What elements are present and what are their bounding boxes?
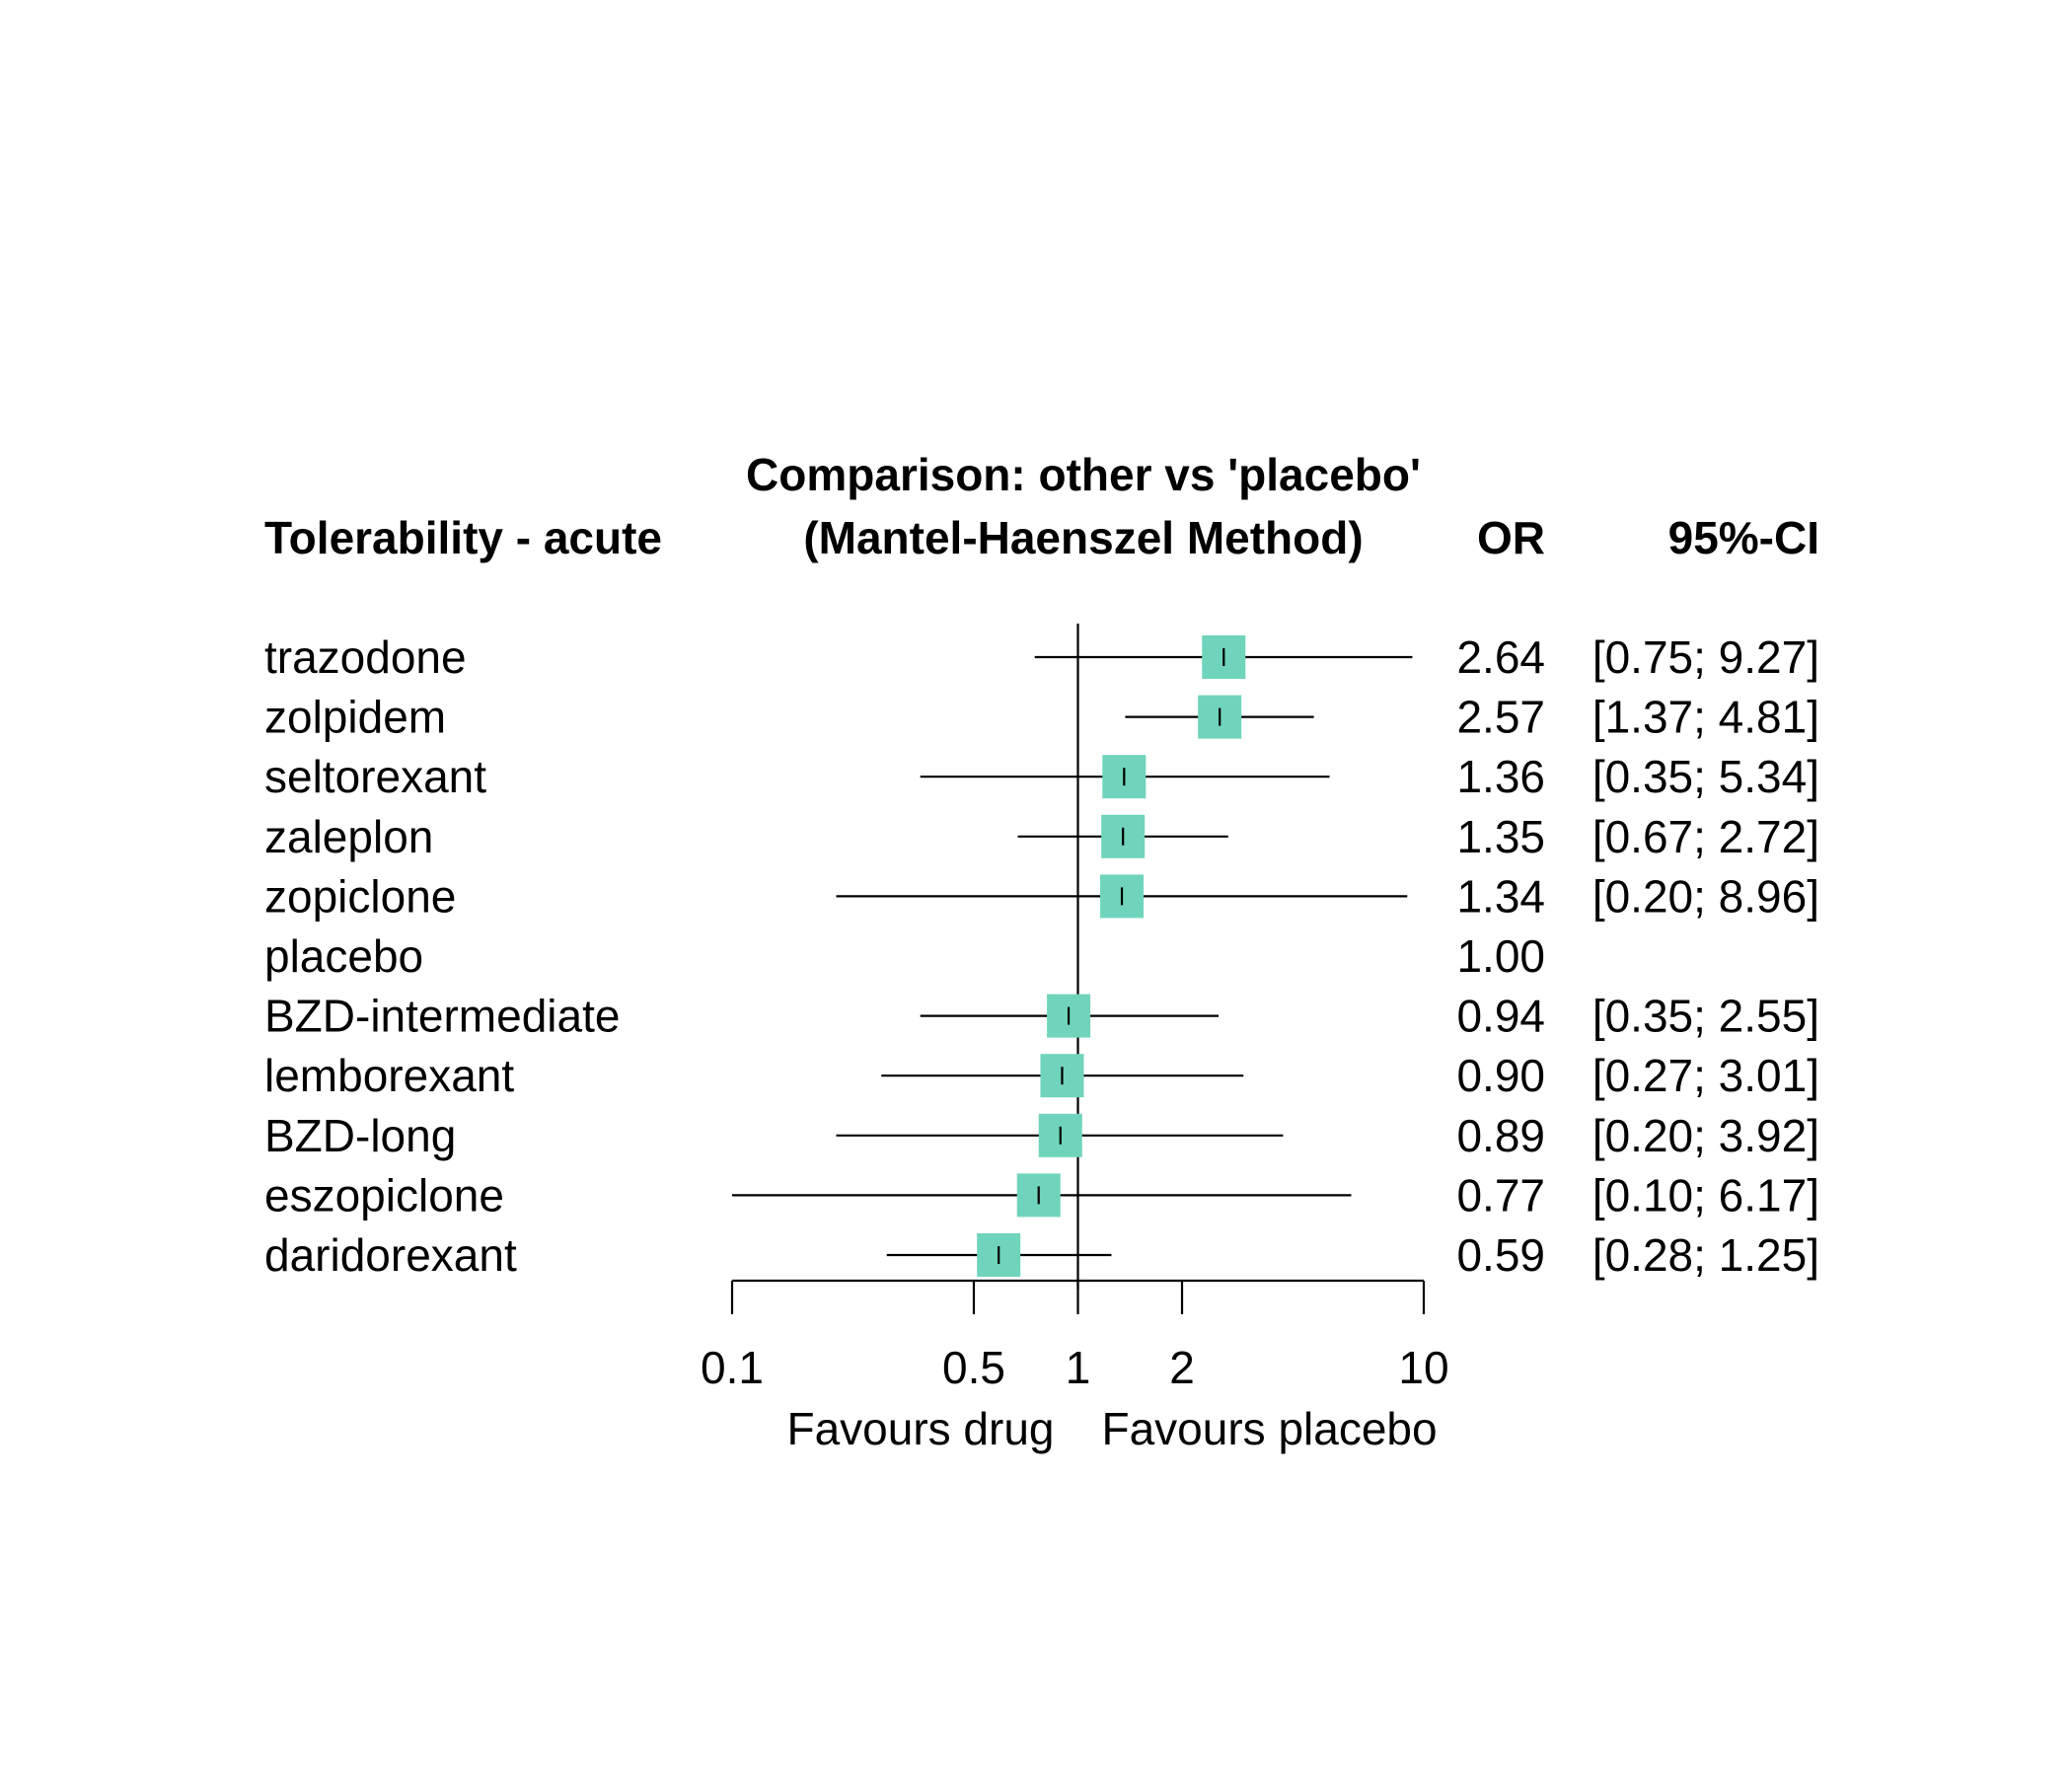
or-value: 1.36 xyxy=(1456,751,1545,802)
ci-value: [0.10; 6.17] xyxy=(1592,1169,1819,1221)
forest-row-zopiclone: zopiclone 1.34 [0.20; 8.96] xyxy=(264,870,1819,922)
x-tick-label: 10 xyxy=(1398,1342,1448,1393)
row-label: zolpidem xyxy=(264,692,446,743)
row-label: lemborexant xyxy=(264,1050,514,1101)
row-label: placebo xyxy=(264,930,423,982)
forest-row-lemborexant: lemborexant 0.90 [0.27; 3.01] xyxy=(264,1050,1819,1101)
x-label-right: Favours placebo xyxy=(1102,1403,1438,1454)
x-tick-label: 2 xyxy=(1169,1342,1195,1393)
row-label: BZD-intermediate xyxy=(264,991,620,1042)
or-value: 1.35 xyxy=(1456,811,1545,862)
forest-row-bzd-intermediate: BZD-intermediate 0.94 [0.35; 2.55] xyxy=(264,991,1819,1042)
ci-value: [1.37; 4.81] xyxy=(1592,692,1819,743)
forest-row-eszopiclone: eszopiclone 0.77 [0.10; 6.17] xyxy=(264,1169,1819,1221)
forest-row-daridorexant: daridorexant 0.59 [0.28; 1.25] xyxy=(264,1229,1819,1281)
forest-row-zolpidem: zolpidem 2.57 [1.37; 4.81] xyxy=(264,692,1819,743)
x-label-left: Favours drug xyxy=(786,1403,1054,1454)
x-tick-label: 0.1 xyxy=(701,1342,764,1393)
ci-value: [0.20; 3.92] xyxy=(1592,1110,1819,1161)
ci-value: [0.28; 1.25] xyxy=(1592,1229,1819,1281)
forest-row-zaleplon: zaleplon 1.35 [0.67; 2.72] xyxy=(264,811,1819,862)
row-label: BZD-long xyxy=(264,1110,456,1161)
ci-value: [0.67; 2.72] xyxy=(1592,811,1819,862)
row-label: trazodone xyxy=(264,631,467,683)
x-axis: 0.1 0.5 1 2 10 Favours drug Favours placebo xyxy=(701,1279,1449,1454)
forest-row-placebo: placebo 1.00 xyxy=(264,930,1545,982)
or-value: 0.94 xyxy=(1456,991,1545,1042)
or-value: 1.34 xyxy=(1456,870,1545,922)
forest-row-seltorexant: seltorexant 1.36 [0.35; 5.34] xyxy=(264,751,1819,802)
row-label: seltorexant xyxy=(264,751,486,802)
ci-value: [0.20; 8.96] xyxy=(1592,870,1819,922)
or-value: 2.57 xyxy=(1456,692,1545,743)
row-label: daridorexant xyxy=(264,1229,517,1281)
forest-row-bzd-long: BZD-long 0.89 [0.20; 3.92] xyxy=(264,1110,1819,1161)
forest-row-trazodone: trazodone 2.64 [0.75; 9.27] xyxy=(264,631,1819,683)
ci-value: [0.27; 3.01] xyxy=(1592,1050,1819,1101)
or-value: 0.59 xyxy=(1456,1229,1545,1281)
ci-column-header: 95%-CI xyxy=(1668,512,1819,563)
row-label: eszopiclone xyxy=(264,1169,504,1221)
x-tick-label: 1 xyxy=(1066,1342,1091,1393)
or-column-header: OR xyxy=(1477,512,1545,563)
study-column-header: Tolerability - acute xyxy=(264,512,662,563)
or-value: 0.89 xyxy=(1456,1110,1545,1161)
or-value: 0.90 xyxy=(1456,1050,1545,1101)
ci-value: [0.75; 9.27] xyxy=(1592,631,1819,683)
or-value: 0.77 xyxy=(1456,1169,1545,1221)
row-label: zaleplon xyxy=(264,811,433,862)
ci-value: [0.35; 5.34] xyxy=(1592,751,1819,802)
row-label: zopiclone xyxy=(264,870,456,922)
ci-value: [0.35; 2.55] xyxy=(1592,991,1819,1042)
x-tick-label: 0.5 xyxy=(942,1342,1005,1393)
chart-title-line1: Comparison: other vs 'placebo' xyxy=(746,449,1421,500)
forest-rows: trazodone 2.64 [0.75; 9.27] zolpidem 2.57 [1.… xyxy=(264,624,1819,1290)
or-value: 1.00 xyxy=(1456,930,1545,982)
or-value: 2.64 xyxy=(1456,631,1545,683)
chart-title-line2: (Mantel-Haenszel Method) xyxy=(803,512,1363,563)
